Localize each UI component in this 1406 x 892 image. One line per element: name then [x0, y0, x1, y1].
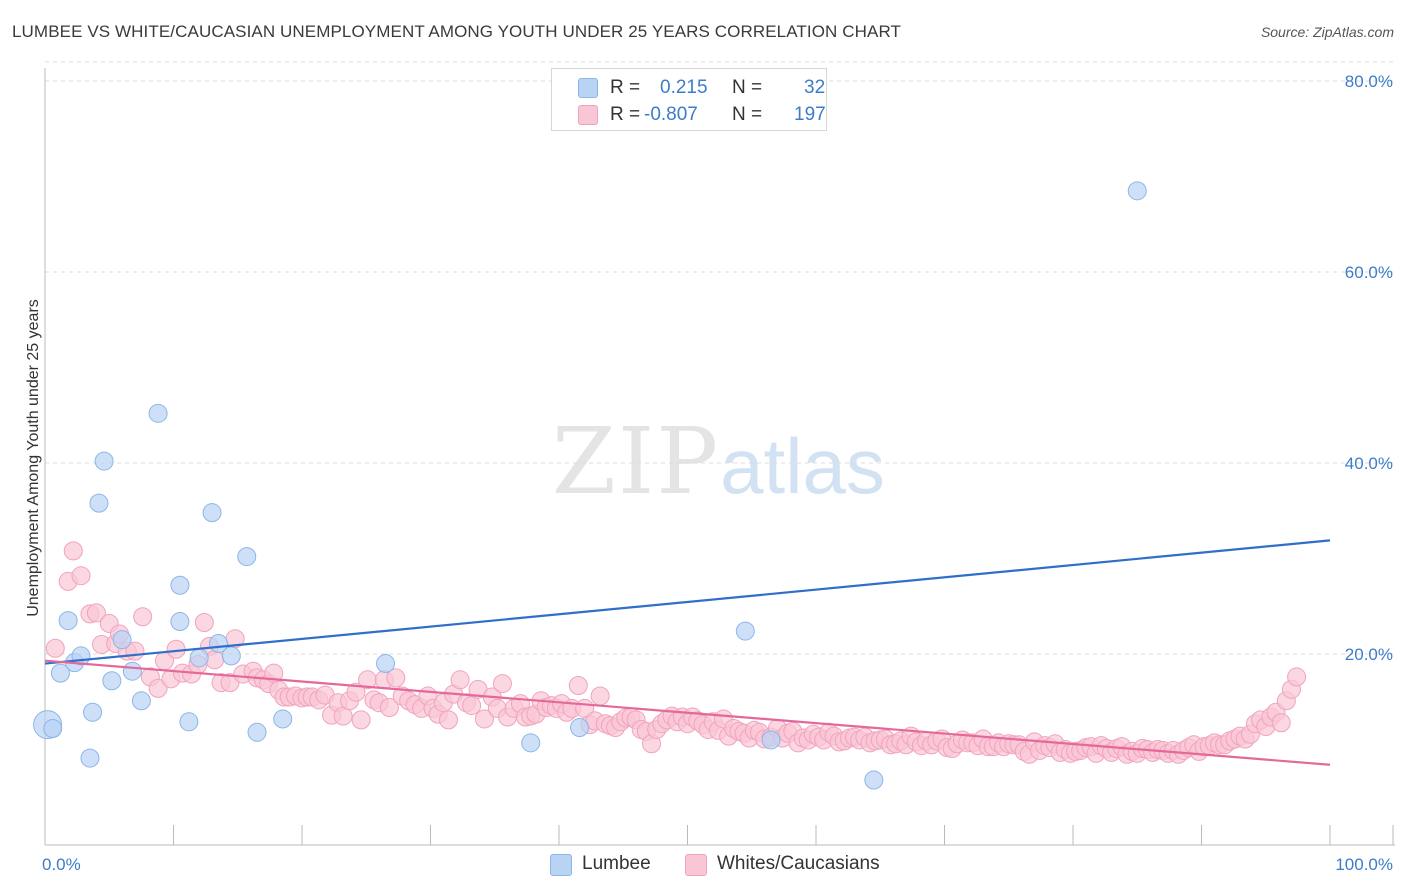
whites-point	[71, 566, 91, 586]
legend-n-value: 32	[804, 77, 826, 98]
y-tick-label: 20.0%	[1345, 645, 1393, 664]
lumbee-point	[179, 712, 199, 732]
whites-point	[450, 670, 470, 690]
y-axis-title: Unemployment Among Youth under 25 years	[25, 299, 42, 617]
chart-title: LUMBEE VS WHITE/CAUCASIAN UNEMPLOYMENT A…	[12, 22, 901, 41]
legend-r-label: R =	[610, 104, 641, 125]
lumbee-point	[170, 575, 190, 595]
lumbee-point	[273, 709, 293, 729]
source-label: Source: ZipAtlas.com	[1260, 24, 1394, 40]
whites-point	[133, 607, 153, 627]
lumbee-point	[122, 661, 142, 681]
whites-point	[63, 541, 83, 561]
whites-point	[1287, 667, 1307, 687]
whites-label: Whites/Caucasians	[717, 853, 880, 874]
lumbee-point	[221, 646, 241, 666]
lumbee-point	[80, 748, 100, 768]
whites-point	[438, 710, 458, 730]
lumbee-label: Lumbee	[582, 853, 651, 874]
whites-point	[346, 682, 366, 702]
whites-point	[379, 697, 399, 717]
whites-point	[492, 674, 512, 694]
whites-swatch	[578, 105, 598, 125]
lumbee-point	[50, 663, 70, 683]
correlation-legend: R = 0.215 N = 32 R = -0.807 N = 197	[551, 68, 827, 131]
watermark-atlas: atlas	[720, 422, 885, 510]
series-whites	[45, 541, 1307, 764]
whites-point	[462, 696, 482, 716]
lumbee-point	[131, 691, 151, 711]
legend-n-label: N =	[732, 104, 763, 125]
y-tick-label: 80.0%	[1345, 72, 1393, 91]
series-lumbee	[33, 181, 1147, 790]
whites-point	[1271, 713, 1291, 733]
lumbee-point	[376, 654, 396, 674]
lumbee-point	[1127, 181, 1147, 201]
whites-point	[166, 639, 186, 659]
lumbee-point	[170, 612, 190, 632]
lumbee-point	[570, 718, 590, 738]
whites-point	[264, 663, 284, 683]
x-tick-labels: 0.0% 100.0%	[42, 855, 1393, 874]
whites-point	[351, 710, 371, 730]
lumbee-swatch	[550, 854, 572, 876]
lumbee-point	[761, 730, 781, 750]
whites-point	[590, 686, 610, 706]
lumbee-point	[202, 503, 222, 523]
lumbee-point	[102, 671, 122, 691]
lumbee-point	[148, 403, 168, 423]
whites-point	[45, 638, 65, 658]
lumbee-trend-line	[44, 539, 1331, 665]
legend-n-label: N =	[732, 77, 763, 98]
lumbee-point	[237, 547, 257, 567]
y-tick-label: 60.0%	[1345, 263, 1393, 282]
legend-r-label: R =	[610, 77, 641, 98]
whites-point	[194, 612, 214, 632]
whites-point	[148, 678, 168, 698]
whites-point	[386, 668, 406, 688]
trend-lines	[44, 539, 1331, 766]
whites-swatch	[685, 854, 707, 876]
lumbee-point	[864, 770, 884, 790]
legend-r-value: 0.215	[660, 77, 708, 98]
lumbee-point	[189, 648, 209, 668]
lumbee-point	[83, 702, 103, 722]
whites-point	[568, 676, 588, 696]
lumbee-point	[94, 451, 114, 471]
lumbee-point	[89, 493, 109, 513]
lumbee-point	[112, 630, 132, 650]
x-tick-label: 100.0%	[1335, 855, 1393, 874]
lumbee-point	[735, 621, 755, 641]
watermark-zip: ZIP	[552, 408, 721, 515]
legend-r-value: -0.807	[644, 104, 698, 125]
legend-n-value: 197	[794, 104, 826, 125]
y-tick-label: 40.0%	[1345, 454, 1393, 473]
lumbee-point	[58, 611, 78, 631]
x-tick-label: 0.0%	[42, 855, 81, 874]
watermark: ZIPatlas	[552, 408, 885, 515]
lumbee-point	[521, 733, 541, 753]
lumbee-swatch	[578, 78, 598, 98]
lumbee-point	[43, 718, 63, 738]
whites-point	[86, 603, 106, 623]
y-tick-labels: 20.0% 40.0% 60.0% 80.0%	[1345, 72, 1393, 664]
whites-point	[474, 709, 494, 729]
lumbee-point	[247, 722, 267, 742]
whites-trend-line	[44, 659, 1331, 766]
